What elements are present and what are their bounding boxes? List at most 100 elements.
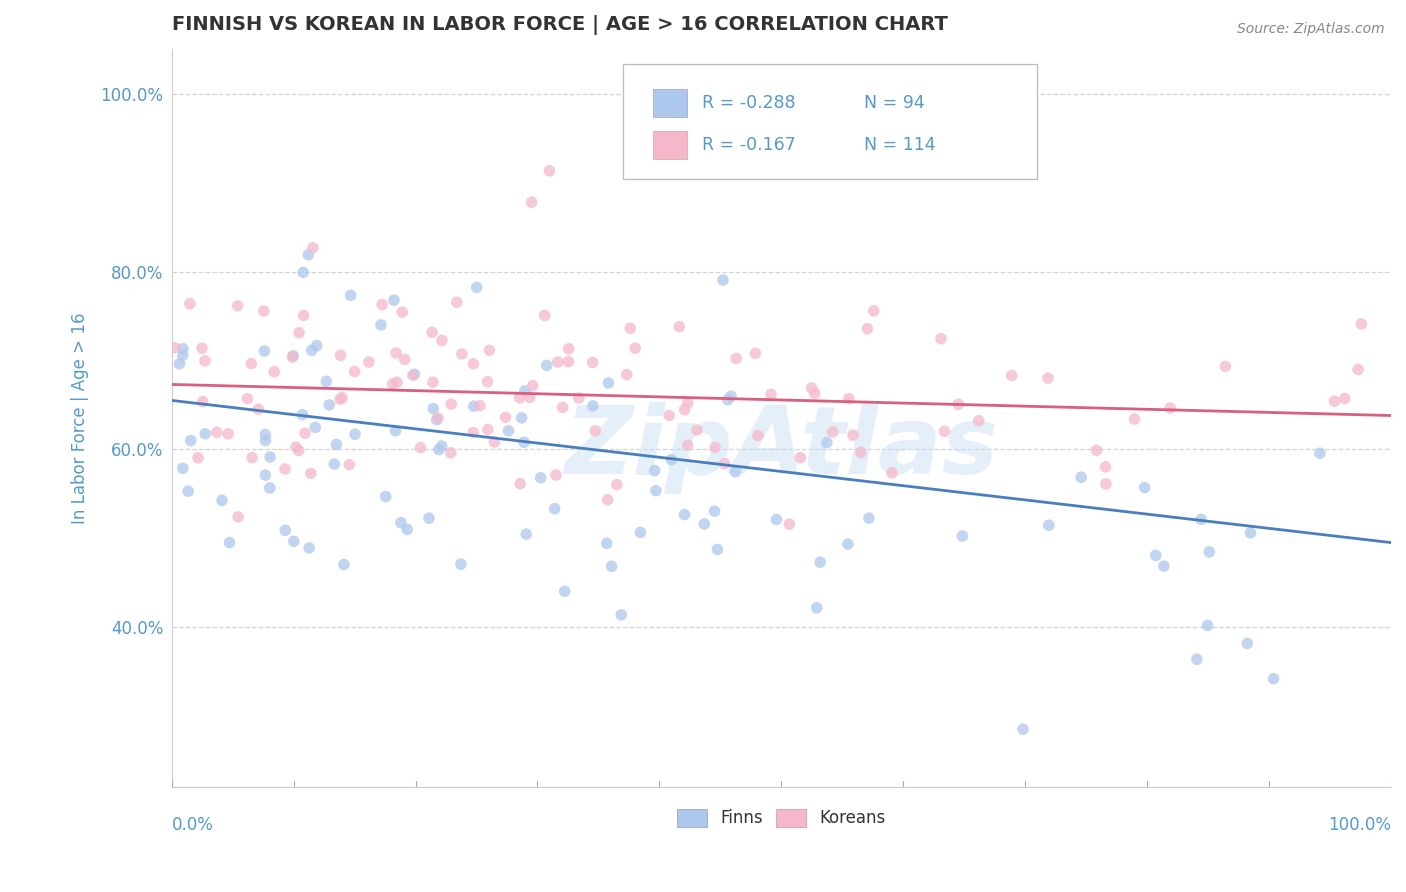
- Point: [404, 367, 426, 381]
- Point: [211, 493, 233, 508]
- Point: [329, 392, 352, 407]
- Point: [440, 446, 463, 460]
- Point: [318, 398, 340, 412]
- Point: [582, 399, 605, 413]
- Point: [187, 450, 209, 465]
- Point: [744, 346, 766, 360]
- Point: [288, 443, 311, 458]
- Point: [551, 401, 574, 415]
- Text: N = 94: N = 94: [865, 94, 925, 112]
- Point: [1123, 412, 1146, 426]
- Point: [302, 241, 325, 255]
- Point: [1159, 401, 1181, 415]
- Point: [426, 413, 449, 427]
- Point: [422, 375, 444, 389]
- Point: [967, 414, 990, 428]
- Point: [283, 534, 305, 549]
- Point: [217, 426, 239, 441]
- Point: [191, 394, 214, 409]
- Point: [658, 409, 681, 423]
- Point: [370, 318, 392, 332]
- Point: [619, 321, 641, 335]
- Point: [430, 439, 453, 453]
- Point: [394, 352, 416, 367]
- Point: [1070, 470, 1092, 484]
- Point: [477, 422, 499, 436]
- Point: [759, 387, 782, 401]
- Point: [291, 408, 314, 422]
- Point: [194, 426, 217, 441]
- Point: [337, 458, 360, 472]
- Point: [673, 402, 696, 417]
- Point: [862, 303, 884, 318]
- Point: [463, 399, 485, 413]
- Point: [420, 325, 443, 339]
- FancyBboxPatch shape: [654, 88, 688, 117]
- Point: [498, 424, 520, 438]
- Point: [1350, 317, 1372, 331]
- Point: [838, 392, 860, 406]
- Point: [172, 348, 194, 362]
- Point: [509, 391, 531, 405]
- Point: [226, 510, 249, 524]
- Point: [616, 368, 638, 382]
- Point: [842, 428, 865, 442]
- Point: [333, 558, 356, 572]
- Point: [765, 512, 787, 526]
- Point: [323, 457, 346, 471]
- Point: [254, 427, 277, 442]
- Point: [180, 434, 202, 448]
- Point: [1036, 371, 1059, 385]
- Point: [693, 516, 716, 531]
- Point: [194, 354, 217, 368]
- Point: [169, 357, 191, 371]
- Point: [1263, 672, 1285, 686]
- Point: [259, 450, 281, 464]
- Point: [837, 537, 859, 551]
- Point: [515, 527, 537, 541]
- Point: [821, 425, 844, 439]
- Point: [1347, 362, 1369, 376]
- Point: [536, 359, 558, 373]
- Point: [880, 466, 903, 480]
- Point: [948, 397, 970, 411]
- Point: [344, 427, 367, 442]
- Point: [543, 501, 565, 516]
- Point: [205, 425, 228, 440]
- Point: [1215, 359, 1237, 374]
- Point: [384, 424, 406, 438]
- Point: [1095, 477, 1118, 491]
- Text: 100.0%: 100.0%: [1329, 816, 1391, 834]
- Point: [1323, 394, 1346, 409]
- Point: [253, 304, 276, 318]
- Point: [856, 322, 879, 336]
- Point: [513, 435, 536, 450]
- Point: [1144, 549, 1167, 563]
- Point: [510, 410, 533, 425]
- Point: [259, 481, 281, 495]
- Point: [450, 347, 472, 361]
- Point: [1133, 481, 1156, 495]
- Point: [725, 351, 748, 366]
- Point: [800, 381, 823, 395]
- Point: [747, 428, 769, 442]
- Text: 0.0%: 0.0%: [172, 816, 214, 834]
- Point: [274, 462, 297, 476]
- Point: [849, 445, 872, 459]
- Point: [179, 296, 201, 310]
- Point: [292, 265, 315, 279]
- Point: [1085, 443, 1108, 458]
- Point: [661, 452, 683, 467]
- Point: [554, 584, 576, 599]
- Point: [806, 600, 828, 615]
- Text: R = -0.288: R = -0.288: [702, 94, 796, 112]
- Point: [624, 341, 647, 355]
- Point: [325, 437, 347, 451]
- Point: [240, 357, 263, 371]
- Point: [724, 465, 747, 479]
- Point: [858, 511, 880, 525]
- Point: [668, 319, 690, 334]
- Point: [533, 309, 555, 323]
- Text: FINNISH VS KOREAN IN LABOR FORCE | AGE > 16 CORRELATION CHART: FINNISH VS KOREAN IN LABOR FORCE | AGE >…: [172, 15, 948, 35]
- Point: [292, 309, 315, 323]
